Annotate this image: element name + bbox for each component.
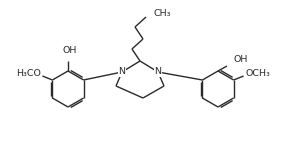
Text: H₃CO: H₃CO (16, 68, 41, 78)
Text: OCH₃: OCH₃ (245, 68, 270, 78)
Text: OH: OH (63, 46, 77, 55)
Text: N: N (155, 67, 162, 77)
Text: OH: OH (233, 55, 247, 65)
Text: N: N (118, 67, 126, 77)
Text: CH₃: CH₃ (153, 10, 171, 18)
